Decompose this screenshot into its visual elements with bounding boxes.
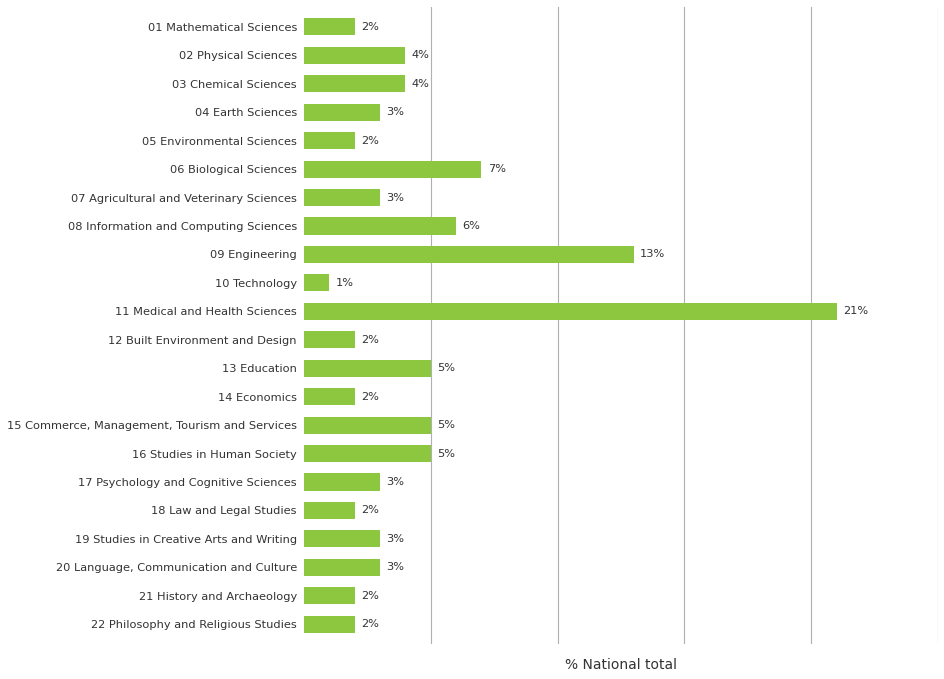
Bar bbox=[304, 217, 456, 234]
Bar bbox=[304, 104, 379, 121]
Text: 1%: 1% bbox=[335, 278, 353, 288]
Bar bbox=[304, 445, 430, 462]
Text: 2%: 2% bbox=[361, 591, 379, 601]
Text: 6%: 6% bbox=[462, 221, 480, 231]
Bar bbox=[304, 246, 633, 263]
Bar bbox=[304, 502, 354, 519]
Bar bbox=[304, 417, 430, 434]
Text: 5%: 5% bbox=[437, 420, 455, 430]
Bar bbox=[304, 274, 329, 291]
Text: 5%: 5% bbox=[437, 449, 455, 458]
Bar bbox=[304, 303, 835, 320]
Text: 3%: 3% bbox=[386, 107, 404, 117]
Bar bbox=[304, 388, 354, 405]
Text: 2%: 2% bbox=[361, 505, 379, 515]
X-axis label: % National total: % National total bbox=[565, 658, 676, 672]
Text: 2%: 2% bbox=[361, 136, 379, 146]
Text: 4%: 4% bbox=[412, 79, 430, 89]
Text: 5%: 5% bbox=[437, 363, 455, 373]
Text: 3%: 3% bbox=[386, 193, 404, 202]
Bar bbox=[304, 360, 430, 377]
Bar bbox=[304, 189, 379, 206]
Bar bbox=[304, 75, 405, 92]
Text: 2%: 2% bbox=[361, 22, 379, 32]
Bar bbox=[304, 559, 379, 576]
Bar bbox=[304, 18, 354, 35]
Bar bbox=[304, 132, 354, 149]
Bar bbox=[304, 160, 480, 178]
Bar bbox=[304, 331, 354, 348]
Text: 3%: 3% bbox=[386, 477, 404, 487]
Text: 3%: 3% bbox=[386, 562, 404, 572]
Text: 2%: 2% bbox=[361, 619, 379, 629]
Text: 21%: 21% bbox=[842, 306, 868, 316]
Text: 4%: 4% bbox=[412, 50, 430, 60]
Bar bbox=[304, 473, 379, 490]
Bar bbox=[304, 616, 354, 633]
Text: 7%: 7% bbox=[487, 164, 505, 174]
Bar bbox=[304, 530, 379, 547]
Bar bbox=[304, 47, 405, 64]
Text: 2%: 2% bbox=[361, 335, 379, 345]
Text: 13%: 13% bbox=[639, 249, 665, 259]
Bar bbox=[304, 587, 354, 604]
Text: 3%: 3% bbox=[386, 534, 404, 544]
Text: 2%: 2% bbox=[361, 392, 379, 402]
